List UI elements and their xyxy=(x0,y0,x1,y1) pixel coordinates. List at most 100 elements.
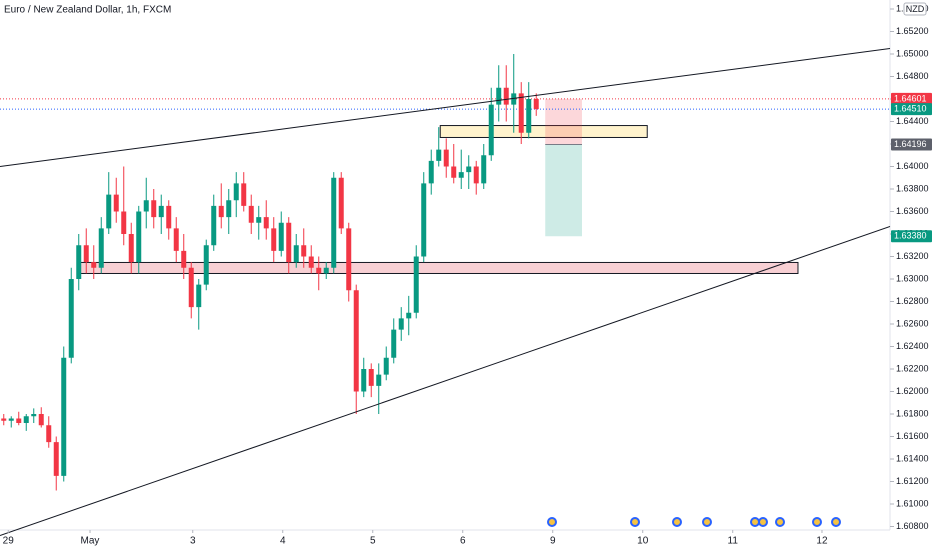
y-tick-label: 1.62000 xyxy=(896,386,929,396)
candle-body xyxy=(338,177,344,229)
candle-body xyxy=(458,172,464,178)
candle-body xyxy=(481,155,487,184)
candle-body xyxy=(8,418,14,421)
candle-body xyxy=(376,374,382,386)
x-tick-label: 3 xyxy=(190,536,196,547)
y-tick-label: 1.63200 xyxy=(896,251,929,261)
candle-body xyxy=(413,256,419,313)
event-icon xyxy=(547,517,557,527)
candle-body xyxy=(173,228,179,251)
candle-body xyxy=(496,87,502,105)
title-bg xyxy=(0,0,250,20)
target-zone xyxy=(545,144,582,237)
y-tick-label: 1.62600 xyxy=(896,318,929,328)
x-tick-label: 29 xyxy=(3,536,15,547)
candle-body xyxy=(188,267,194,308)
candle-body xyxy=(121,211,127,234)
candle-body xyxy=(46,425,52,443)
price-label: 1.64510 xyxy=(894,104,927,114)
candle-body xyxy=(106,194,112,229)
candle-body xyxy=(511,93,517,105)
y-tick-label: 1.65200 xyxy=(896,26,929,36)
candle-body xyxy=(158,205,164,218)
x-tick-label: 5 xyxy=(370,536,376,547)
candle-body xyxy=(38,414,44,426)
candle-body xyxy=(166,205,172,229)
y-tick-label: 1.62400 xyxy=(896,341,929,351)
y-tick-label: 1.61400 xyxy=(896,453,929,463)
candle-body xyxy=(196,284,202,308)
candle-body xyxy=(143,200,149,212)
trendline xyxy=(0,47,891,167)
candle-body xyxy=(68,279,74,358)
candle-body xyxy=(428,160,434,184)
candle-body xyxy=(83,245,89,263)
candle-body xyxy=(136,211,142,263)
candle-body xyxy=(406,312,412,319)
stop-zone xyxy=(545,98,582,145)
candle-body xyxy=(61,357,67,476)
price-label-bg xyxy=(891,138,932,151)
y-tick-label: 1.61200 xyxy=(896,476,929,486)
plot xyxy=(0,47,891,536)
price-label-bg xyxy=(891,230,932,243)
candle-body xyxy=(368,369,374,386)
y-tick-label: 1.63800 xyxy=(896,183,929,193)
y-tick-label: 1.61600 xyxy=(896,431,929,441)
candle-body xyxy=(53,442,59,476)
candle-body xyxy=(226,200,232,218)
price-label: 1.64601 xyxy=(894,93,927,103)
candle-body xyxy=(518,93,524,133)
candle-body xyxy=(451,166,457,178)
event-icon xyxy=(672,517,682,527)
candle-body xyxy=(248,205,254,223)
y-tick-label: 1.64800 xyxy=(896,71,929,81)
candle-body xyxy=(1,418,7,421)
y-tick-label: 1.64400 xyxy=(896,116,929,126)
candle-body xyxy=(113,194,119,212)
candle-body xyxy=(286,222,292,263)
candle-body xyxy=(263,217,269,229)
x-tick-label: 10 xyxy=(637,536,649,547)
candle-body xyxy=(488,104,494,156)
candle-body xyxy=(361,369,367,392)
y-tick-label: 1.63000 xyxy=(896,273,929,283)
candle-body xyxy=(526,99,532,133)
candle-body xyxy=(301,245,307,257)
event-icons xyxy=(547,517,841,527)
y-tick-label: 1.65000 xyxy=(896,48,929,58)
candle-body xyxy=(218,205,224,218)
candle-body xyxy=(466,166,472,173)
candle-body xyxy=(151,200,157,218)
candle-body xyxy=(383,357,389,375)
candle-body xyxy=(293,245,299,263)
candle-body xyxy=(128,234,134,263)
candle-body xyxy=(16,418,22,423)
candle-body xyxy=(533,99,539,110)
price-label-bg xyxy=(891,92,932,105)
candle-body xyxy=(256,217,262,223)
event-icon xyxy=(812,517,822,527)
candle-body xyxy=(391,329,397,358)
candle-body xyxy=(23,416,29,423)
candle-body xyxy=(316,267,322,274)
candle-body xyxy=(211,205,217,246)
trendline xyxy=(0,225,891,536)
candle-body xyxy=(31,414,37,417)
candle-body xyxy=(421,183,427,257)
event-icon xyxy=(758,517,768,527)
candle-body xyxy=(503,87,509,105)
candle-body xyxy=(353,290,359,392)
y-tick-label: 1.60800 xyxy=(896,521,929,531)
price-label: 1.63380 xyxy=(894,231,927,241)
candle-body xyxy=(398,318,404,330)
candle-body xyxy=(443,149,449,167)
candle-body xyxy=(308,256,314,268)
event-icon xyxy=(750,517,760,527)
candle-body xyxy=(278,222,284,251)
candle-body xyxy=(346,228,352,291)
candle-body xyxy=(241,183,247,206)
candle-body xyxy=(181,250,187,268)
